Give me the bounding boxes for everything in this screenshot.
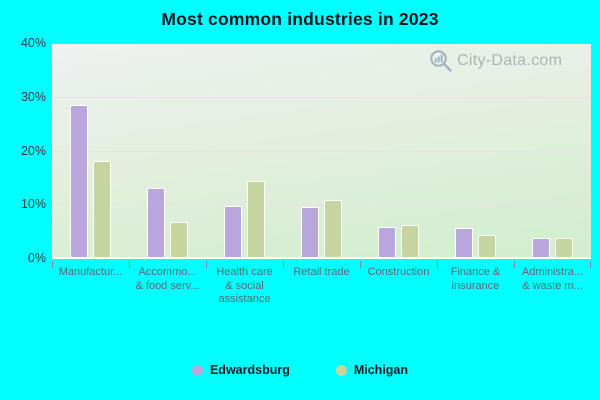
bar-michigan-2 <box>170 222 188 259</box>
legend-marker-edwardsburg <box>191 364 203 376</box>
y-axis-label-20: 20% <box>20 143 46 158</box>
category-label-5: Construction <box>367 266 430 278</box>
x-axis-tick <box>283 261 284 268</box>
bar-group-7 <box>514 44 591 259</box>
category-label-3: Health care & social assistance <box>216 266 273 305</box>
bar-group-1 <box>52 44 129 259</box>
y-axis-label-30: 30% <box>20 89 46 104</box>
category-label-4: Retail trade <box>293 266 350 278</box>
bar-edwardsburg-1 <box>70 105 88 259</box>
gridline-10pct <box>52 204 591 206</box>
city-data-logo-icon <box>430 50 452 72</box>
bar-michigan-7 <box>555 237 573 259</box>
x-axis-tick <box>206 261 207 268</box>
bar-group-4 <box>283 44 360 259</box>
x-axis-labels: Manufactur... Accommo... & food serv... Hea… <box>52 266 591 307</box>
x-axis-tick <box>360 261 361 268</box>
bar-michigan-4 <box>324 199 342 259</box>
y-axis-label-10: 10% <box>20 197 46 212</box>
bar-group-5 <box>360 44 437 259</box>
bar-edwardsburg-5 <box>378 226 396 259</box>
legend-item-michigan: Michigan <box>335 363 409 377</box>
y-axis-label-40: 40% <box>20 36 46 50</box>
bar-michigan-1 <box>93 160 111 259</box>
category-label-2: Accommo... & food serv... <box>135 266 200 292</box>
watermark: City-Data.com <box>428 48 562 74</box>
category-label-1: Manufactur... <box>58 266 123 278</box>
legend-marker-michigan <box>335 364 347 376</box>
gridline-20pct <box>52 150 591 152</box>
watermark-text: City-Data.com <box>457 52 563 69</box>
bar-edwardsburg-6 <box>455 228 473 259</box>
bar-michigan-3 <box>247 181 265 259</box>
legend: Edwardsburg Michigan <box>0 363 600 377</box>
legend-label-michigan: Michigan <box>353 363 409 377</box>
category-label-6: Finance & insurance <box>450 266 501 292</box>
x-axis-tick <box>514 261 515 268</box>
x-axis-tick <box>590 261 591 268</box>
y-axis-label-0: 0% <box>27 251 46 265</box>
bar-edwardsburg-4 <box>301 207 319 259</box>
bar-michigan-6 <box>478 235 496 259</box>
x-axis-tick <box>129 261 130 268</box>
bar-group-6 <box>437 44 514 259</box>
bar-groups <box>52 44 591 259</box>
x-axis-tick <box>52 261 53 268</box>
legend-item-edwardsburg: Edwardsburg <box>191 363 290 377</box>
gridline-30pct <box>52 96 591 98</box>
bar-edwardsburg-7 <box>532 237 550 259</box>
legend-label-edwardsburg: Edwardsburg <box>209 363 290 377</box>
x-axis-baseline <box>52 257 591 259</box>
x-axis-tick <box>437 261 438 268</box>
bar-edwardsburg-3 <box>224 206 242 259</box>
bar-group-2 <box>129 44 206 259</box>
chart-title: Most common industries in 2023 <box>161 9 439 29</box>
bar-group-3 <box>206 44 283 259</box>
category-label-7: Administra... & waste m... <box>521 266 584 292</box>
bar-edwardsburg-2 <box>147 188 165 259</box>
bar-michigan-5 <box>401 225 419 259</box>
plot-area <box>52 44 591 268</box>
